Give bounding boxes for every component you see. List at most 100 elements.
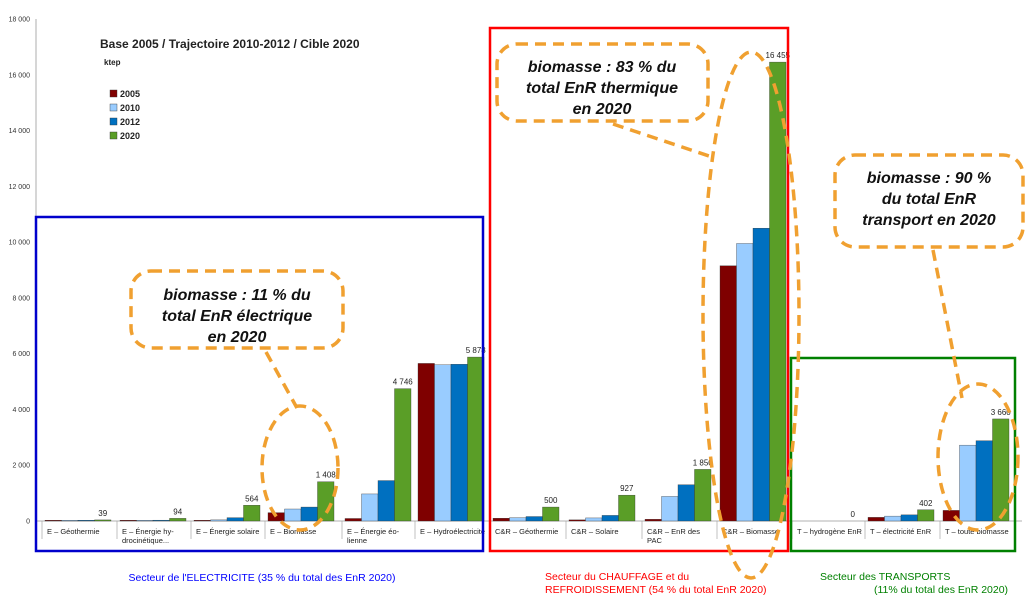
- bar-2020-9: [769, 61, 787, 522]
- bar-2005-4: [344, 518, 362, 522]
- callout-text: biomasse : 83 % du total EnR thermique en …: [526, 59, 678, 118]
- y-tick-label: 0: [26, 519, 30, 526]
- bar-2020-12: [992, 418, 1010, 522]
- y-tick-label: 14 000: [9, 128, 31, 135]
- data-label: 402: [919, 499, 933, 508]
- data-label: 5 878: [466, 346, 487, 355]
- unit-label: ktep: [104, 58, 121, 67]
- category-label: E – Géothermie: [47, 527, 100, 536]
- category-label: E – Énergie solaire: [196, 527, 259, 536]
- bar-2005-11: [867, 517, 885, 522]
- chart-title: Base 2005 / Trajectoire 2010-2012 / Cibl…: [100, 37, 360, 51]
- bar-2012-12: [975, 440, 993, 522]
- data-label: 94: [173, 507, 182, 516]
- bar-2010-12: [959, 444, 977, 522]
- data-label: 1 408: [316, 471, 337, 480]
- sector-label: Secteur de l'ELECTRICITE (35 % du total …: [129, 572, 396, 584]
- bar-2012-1: [152, 519, 170, 522]
- bar-2020-11: [917, 509, 935, 522]
- bar-2010-6: [509, 517, 527, 522]
- bar-2005-0: [44, 520, 62, 522]
- bar-2020-4: [394, 388, 412, 522]
- sector-label: Secteur du CHAUFFAGE et du REFROIDISSEMEN…: [545, 571, 767, 596]
- bar-2012-2: [226, 517, 244, 522]
- legend-label: 2020: [120, 131, 140, 141]
- bar-2012-8: [677, 484, 695, 522]
- data-label: 564: [245, 494, 259, 503]
- bar-2010-2: [210, 519, 228, 522]
- bar-2010-11: [884, 515, 902, 522]
- category-label: T – hydrogène EnR: [797, 527, 862, 536]
- y-tick-label: 16 000: [9, 72, 31, 79]
- y-tick-label: 8 000: [12, 295, 30, 302]
- data-label: 1 850: [693, 458, 714, 467]
- legend: 2005 2010 2012 2020: [109, 89, 140, 141]
- legend-swatch: [109, 89, 118, 98]
- bar-2012-5: [450, 364, 468, 522]
- legend-label: 2010: [120, 103, 140, 113]
- category-label: E – Hydroélectricité: [420, 527, 485, 536]
- bar-2010-5: [434, 364, 452, 522]
- bar-2020-5: [467, 356, 485, 522]
- category-label: C&R – Solaire: [571, 527, 619, 536]
- bar-2010-1: [136, 520, 154, 522]
- highlight-ellipse: [260, 404, 340, 532]
- category-label: T – électricité EnR: [870, 527, 932, 536]
- bar-2020-7: [618, 494, 636, 522]
- y-tick-label: 12 000: [9, 184, 31, 191]
- callout-pointer: [264, 351, 299, 409]
- bar-2020-6: [542, 506, 560, 522]
- sector-frame: [34, 215, 485, 553]
- callout-text: biomasse : 11 % du total EnR électrique en…: [162, 287, 312, 346]
- bar-2010-9: [736, 243, 754, 522]
- legend-swatch: [109, 103, 118, 112]
- data-label: 500: [544, 496, 558, 505]
- bar-2020-1: [169, 518, 187, 522]
- bar-2005-5: [417, 363, 435, 522]
- y-tick-label: 6 000: [12, 351, 30, 358]
- bar-2010-8: [661, 496, 679, 522]
- bar-2020-2: [243, 505, 261, 522]
- category-label: C&R – Biomasse: [722, 527, 779, 536]
- category-label: E – Énergie éo-lienne: [347, 527, 400, 545]
- data-label: 0: [851, 510, 856, 519]
- highlight-ellipse: [936, 382, 1020, 532]
- bar-2005-8: [644, 519, 662, 522]
- bar-2012-9: [752, 227, 770, 522]
- legend-label: 2012: [120, 117, 140, 127]
- data-label: 16 455: [766, 51, 791, 60]
- data-label: 4 746: [393, 378, 414, 387]
- category-label: C&R – EnR des PAC: [647, 527, 700, 545]
- bar-2005-7: [568, 519, 586, 522]
- bar-2012-11: [900, 514, 918, 522]
- y-tick-label: 4 000: [12, 407, 30, 414]
- bar-2020-0: [94, 519, 112, 522]
- highlight-ellipse: [701, 50, 801, 580]
- y-tick-label: 10 000: [9, 240, 31, 247]
- category-label: C&R – Géothermie: [495, 527, 558, 536]
- bar-2005-2: [193, 520, 211, 522]
- bar-2012-4: [377, 480, 395, 522]
- legend-swatch: [109, 131, 118, 140]
- category-label: E – Biomasse: [270, 527, 316, 536]
- bar-2020-3: [317, 481, 335, 522]
- callout-bubble: [833, 153, 1025, 249]
- bar-2010-0: [61, 520, 79, 522]
- y-tick-label: 18 000: [9, 17, 31, 24]
- bar-2010-4: [361, 493, 379, 522]
- data-label: 927: [620, 484, 634, 493]
- sector-frame: [789, 356, 1017, 553]
- bar-2005-9: [719, 265, 737, 522]
- y-tick-label: 2 000: [12, 463, 30, 470]
- legend-label: 2005: [120, 89, 140, 99]
- legend-swatch: [109, 117, 118, 126]
- data-label: 3 660: [991, 408, 1012, 417]
- callout-text: biomasse : 90 % du total EnR transport en …: [862, 170, 995, 229]
- bar-2012-7: [601, 515, 619, 522]
- bar-2005-1: [119, 520, 137, 522]
- bar-2012-3: [300, 506, 318, 522]
- bar-2005-6: [492, 518, 510, 522]
- callout-pointer: [931, 249, 964, 399]
- callout-bubble: [129, 269, 345, 350]
